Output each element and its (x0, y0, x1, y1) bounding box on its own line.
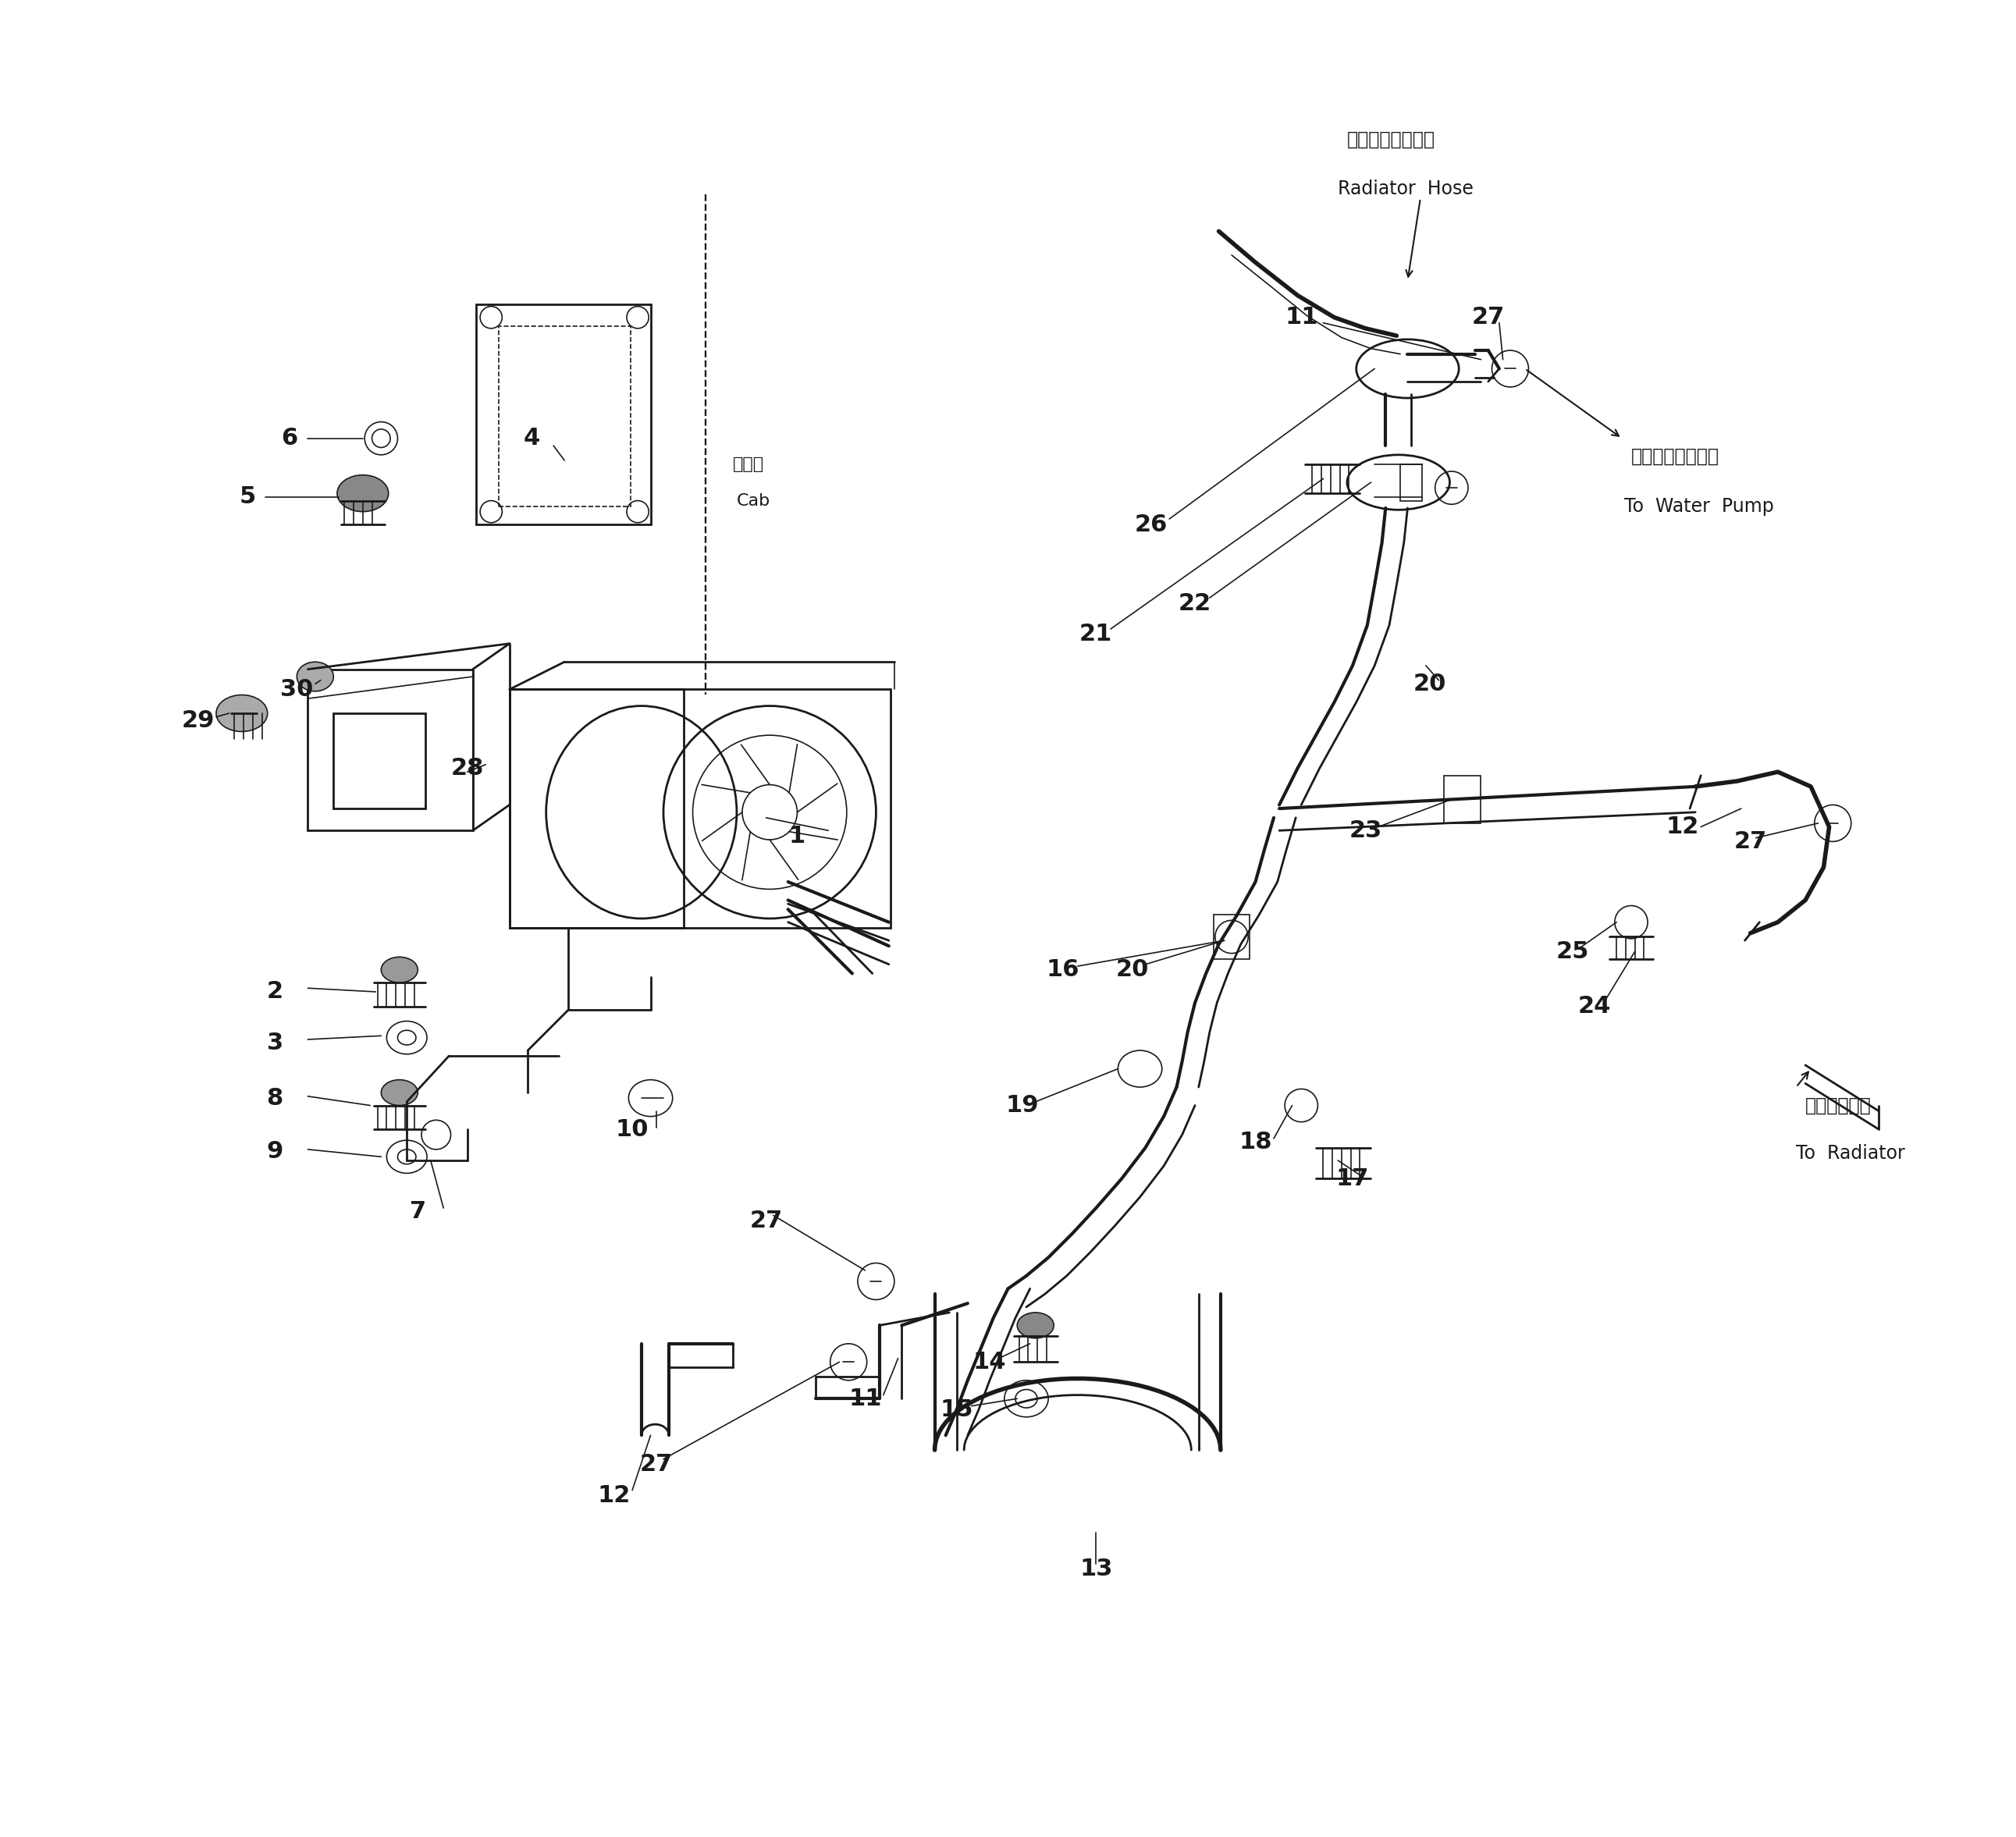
Text: 8: 8 (266, 1088, 282, 1110)
Text: 14: 14 (974, 1350, 1006, 1374)
Text: 21: 21 (1079, 623, 1113, 647)
Text: Cab: Cab (736, 492, 770, 509)
Ellipse shape (381, 957, 417, 983)
Text: 11: 11 (849, 1387, 881, 1411)
Text: 27: 27 (639, 1453, 673, 1475)
Text: 12: 12 (1665, 816, 1699, 838)
Text: 20: 20 (1413, 672, 1445, 694)
Bar (498, 327, 631, 507)
Text: 30: 30 (280, 678, 312, 700)
Text: Radiator  Hose: Radiator Hose (1339, 180, 1474, 198)
Text: 7: 7 (409, 1200, 425, 1223)
Bar (510, 689, 683, 928)
Text: 4: 4 (522, 426, 540, 450)
Text: To  Radiator: To Radiator (1796, 1144, 1905, 1163)
Text: 13: 13 (1079, 1558, 1113, 1580)
Text: 24: 24 (1579, 996, 1611, 1018)
Text: 25: 25 (1556, 941, 1589, 963)
Text: 29: 29 (181, 709, 214, 731)
Text: 2: 2 (266, 981, 282, 1003)
Text: To  Water  Pump: To Water Pump (1623, 496, 1774, 516)
Text: 12: 12 (597, 1484, 631, 1506)
Text: 26: 26 (1135, 513, 1167, 536)
Text: 11: 11 (1284, 307, 1318, 329)
Bar (510, 689, 891, 928)
Bar (333, 713, 425, 808)
Text: 27: 27 (1472, 307, 1504, 329)
Text: ウォータポンプヘ: ウォータポンプヘ (1631, 446, 1720, 467)
Text: 18: 18 (1240, 1132, 1272, 1154)
Bar (308, 669, 474, 830)
Ellipse shape (296, 661, 333, 691)
Ellipse shape (216, 694, 268, 731)
Text: 28: 28 (452, 757, 484, 779)
Text: 6: 6 (280, 426, 298, 450)
Text: 20: 20 (1117, 959, 1149, 981)
Ellipse shape (1018, 1312, 1054, 1337)
Text: 27: 27 (750, 1209, 782, 1233)
Text: 9: 9 (266, 1141, 282, 1163)
Text: 16: 16 (1046, 959, 1081, 981)
Text: キャブ: キャブ (734, 456, 764, 472)
Ellipse shape (381, 1080, 417, 1106)
Bar (1443, 775, 1482, 823)
Text: 10: 10 (615, 1119, 649, 1141)
Text: 15: 15 (939, 1398, 974, 1422)
Bar (1401, 465, 1421, 502)
Text: 5: 5 (240, 485, 256, 509)
Ellipse shape (337, 476, 389, 513)
Text: 23: 23 (1349, 819, 1381, 841)
Text: 27: 27 (1734, 830, 1766, 852)
Text: ラジエータホース: ラジエータホース (1347, 130, 1435, 149)
Text: ラジエータヘ: ラジエータヘ (1804, 1097, 1871, 1115)
Bar (476, 305, 651, 525)
Text: 17: 17 (1337, 1168, 1369, 1190)
Text: 1: 1 (788, 825, 806, 847)
Text: 3: 3 (266, 1032, 282, 1054)
Text: 22: 22 (1179, 592, 1212, 615)
Text: 19: 19 (1006, 1095, 1040, 1117)
Bar (1214, 915, 1250, 959)
